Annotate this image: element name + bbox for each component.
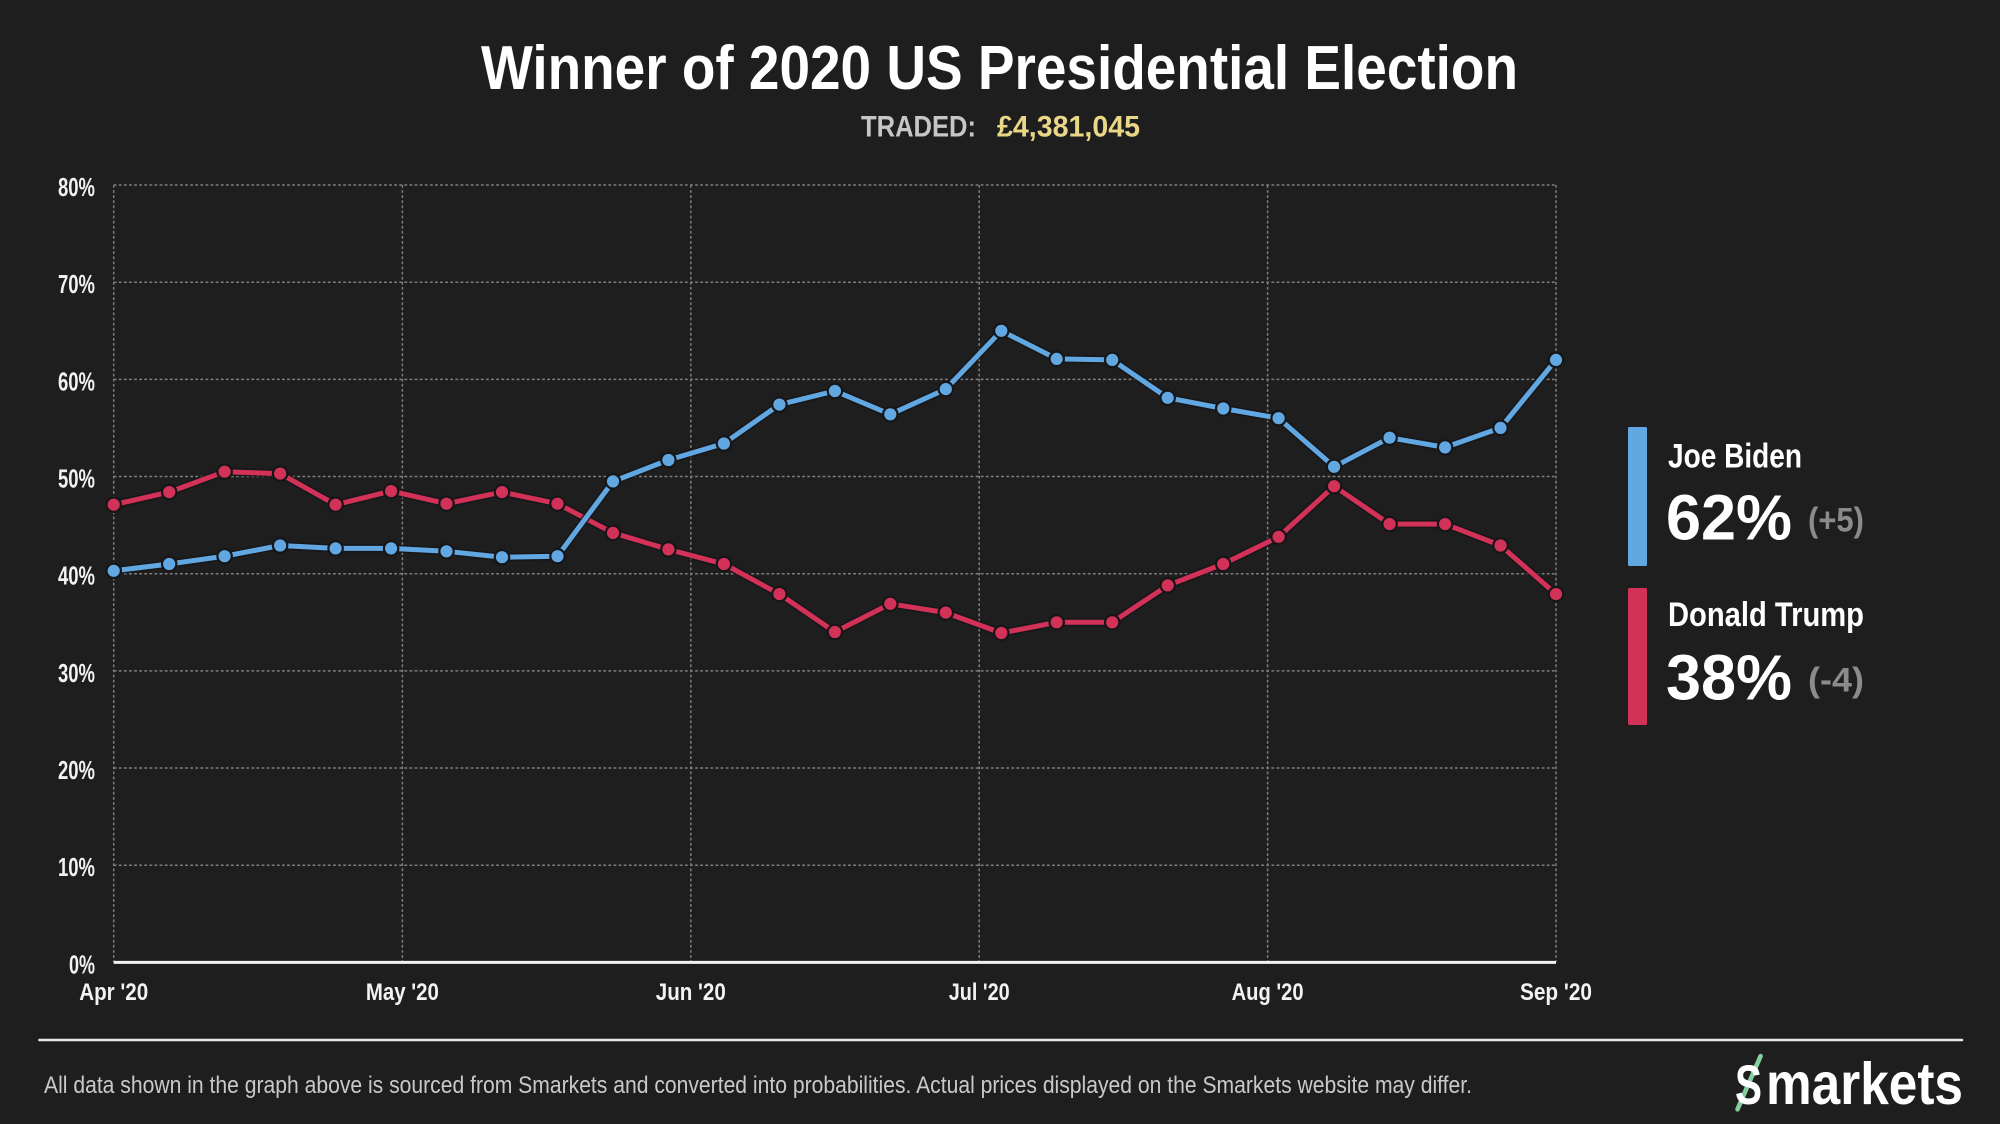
svg-text:60%: 60% xyxy=(58,366,95,396)
svg-text:Winner of 2020 US Presidential: Winner of 2020 US Presidential Election xyxy=(481,34,1518,103)
svg-text:30%: 30% xyxy=(58,658,95,688)
svg-text:£4,381,045: £4,381,045 xyxy=(997,110,1140,143)
svg-text:(+5): (+5) xyxy=(1808,502,1864,540)
svg-text:Joe Biden: Joe Biden xyxy=(1668,438,1802,476)
svg-text:markets: markets xyxy=(1766,1051,1963,1117)
svg-text:(-4): (-4) xyxy=(1808,662,1864,700)
svg-text:50%: 50% xyxy=(58,464,95,494)
svg-text:Jul '20: Jul '20 xyxy=(949,979,1010,1006)
svg-text:80%: 80% xyxy=(58,172,95,202)
svg-text:70%: 70% xyxy=(58,269,95,299)
svg-text:0%: 0% xyxy=(69,949,95,979)
svg-text:Jun '20: Jun '20 xyxy=(656,979,726,1006)
svg-text:20%: 20% xyxy=(58,755,95,785)
svg-text:38%: 38% xyxy=(1666,642,1792,714)
svg-text:TRADED:: TRADED: xyxy=(861,110,976,143)
svg-text:40%: 40% xyxy=(58,561,95,591)
svg-text:62%: 62% xyxy=(1666,482,1792,554)
svg-text:S: S xyxy=(1735,1053,1762,1116)
svg-text:Aug '20: Aug '20 xyxy=(1232,979,1304,1006)
svg-text:Apr '20: Apr '20 xyxy=(79,979,148,1006)
svg-text:May '20: May '20 xyxy=(366,979,439,1006)
svg-text:All data shown in the graph ab: All data shown in the graph above is sou… xyxy=(44,1072,1472,1099)
svg-text:10%: 10% xyxy=(58,852,95,882)
svg-text:Sep '20: Sep '20 xyxy=(1520,979,1592,1006)
svg-text:Donald Trump: Donald Trump xyxy=(1668,596,1864,634)
